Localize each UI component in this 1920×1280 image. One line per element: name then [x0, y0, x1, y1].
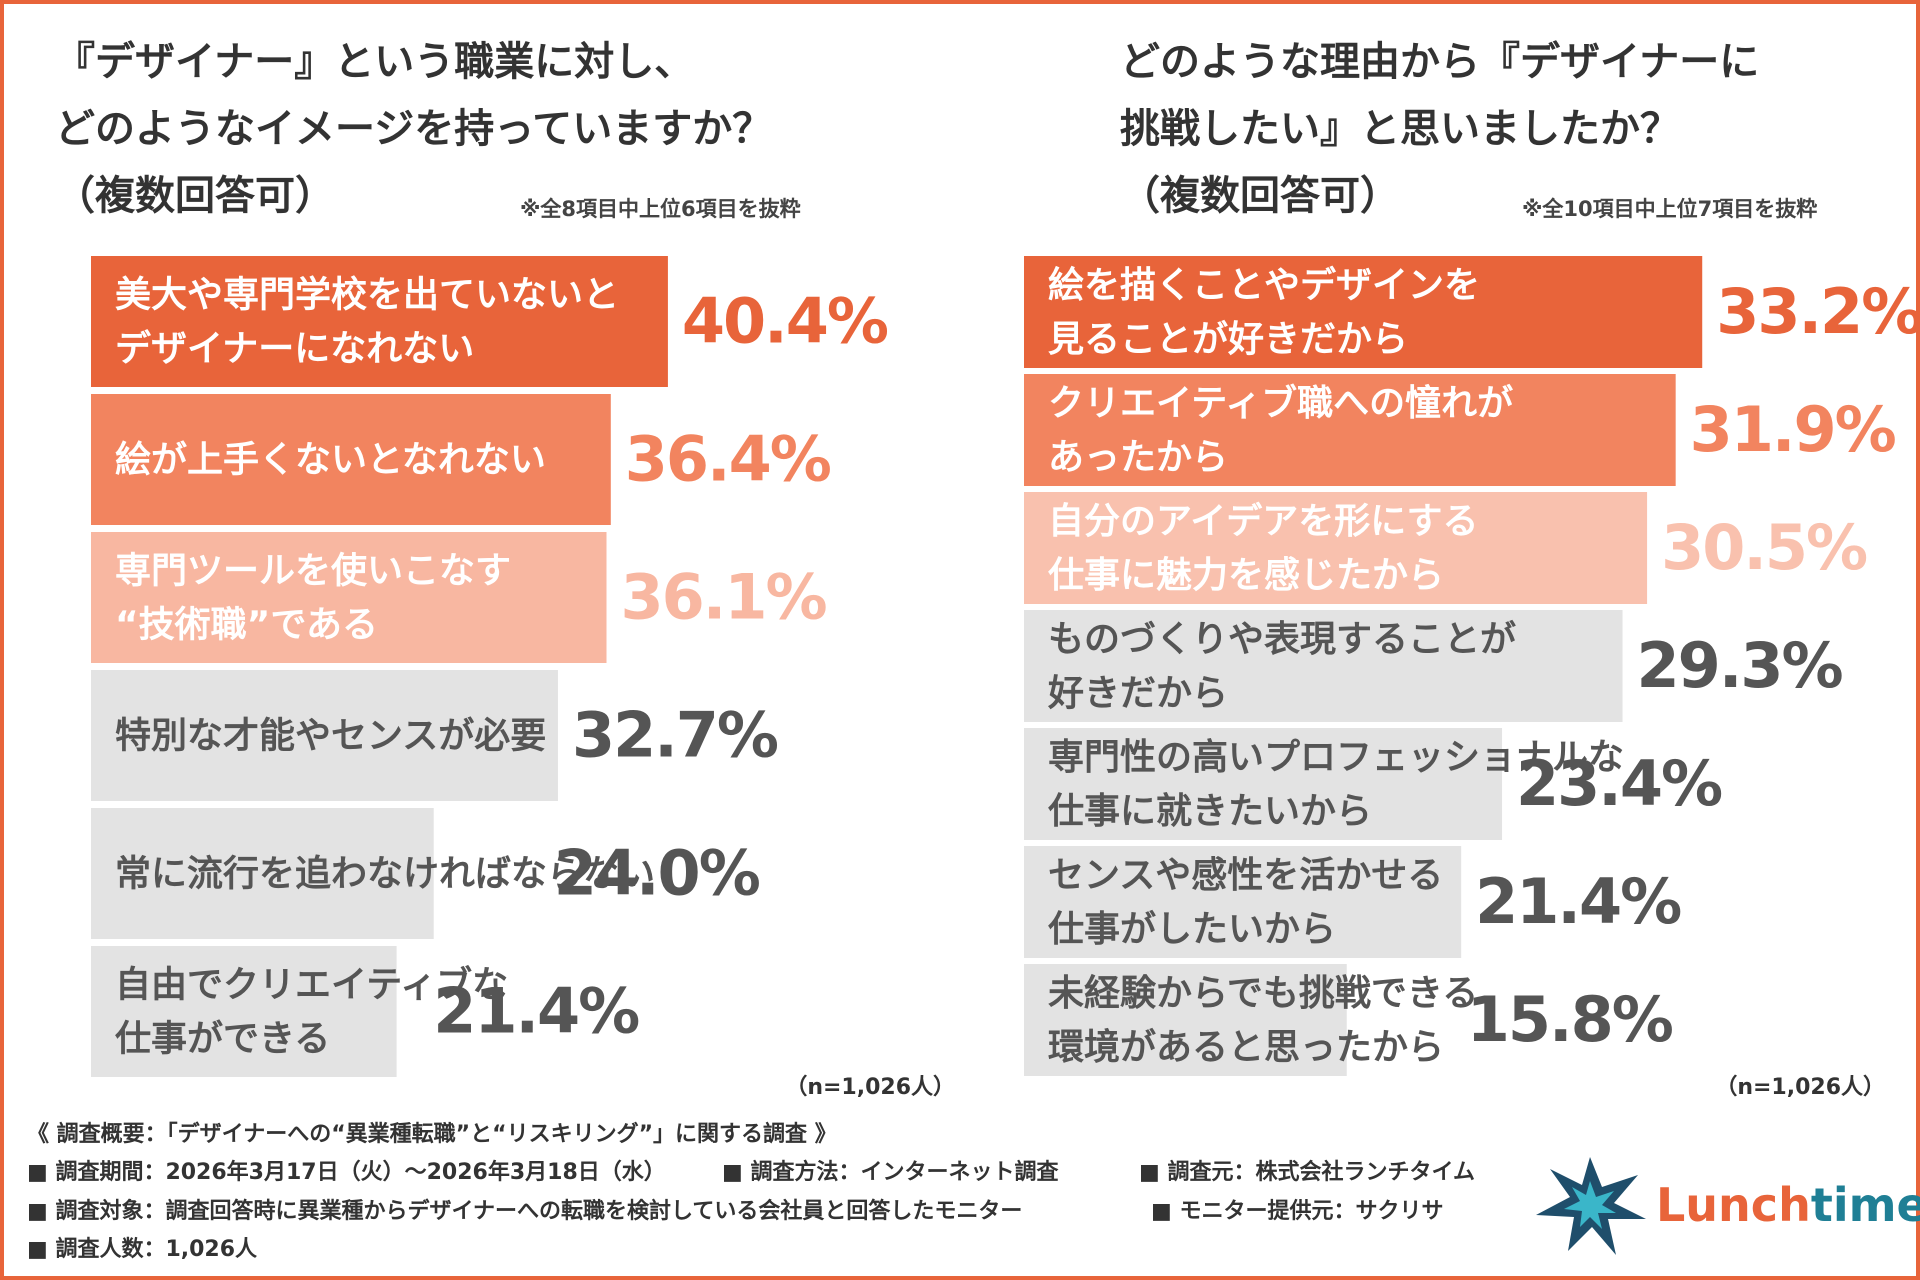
bar [91, 670, 558, 801]
sample-size: （n=1,026人） [785, 1075, 955, 1100]
value-label: 15.8% [1467, 983, 1673, 1056]
category-label: 美大や専門学校を出ていないとデザイナーになれない [115, 274, 619, 370]
category-label: 絵が上手くないとなれない [115, 440, 546, 481]
logo-icon [1536, 1157, 1646, 1255]
value-label: 36.4% [625, 423, 831, 496]
footer-item: ■ 調査方法：インターネット調査 [722, 1159, 1059, 1185]
value-label: 29.3% [1637, 629, 1843, 702]
category-label: 専門性の高いプロフェッショナルな仕事に就きたいから [1048, 737, 1624, 832]
sample-size: （n=1,026人） [1715, 1075, 1885, 1100]
bar [91, 946, 397, 1077]
value-label: 21.4% [1475, 865, 1681, 938]
bar [91, 532, 607, 663]
chart-note: ※全10項目中上位7項目を抜粋 [1522, 197, 1817, 221]
value-label: 31.9% [1690, 393, 1896, 466]
bar [1024, 964, 1347, 1076]
value-label: 23.4% [1516, 747, 1722, 820]
chart-title: 『デザイナー』という職業に対し、どのようなイメージを持っていますか？（複数回答可… [55, 39, 772, 219]
category-label: 常に流行を追わなければならない [115, 854, 655, 895]
bar [1024, 256, 1703, 368]
category-label: 自由でクリエイティブな仕事ができる [115, 964, 508, 1060]
footer-item: ■ 調査元：株式会社ランチタイム [1139, 1159, 1475, 1185]
category-label: クリエイティブ職への憧れがあったから [1048, 382, 1513, 478]
value-label: 40.4% [682, 285, 888, 358]
category-label: 特別な才能やセンスが必要 [115, 716, 546, 757]
category-label: センスや感性を活かせる仕事がしたいから [1048, 855, 1443, 950]
chart-title: どのような理由から『デザイナーに挑戦したい』と思いましたか？（複数回答可） [1120, 39, 1759, 219]
value-label: 30.5% [1661, 511, 1867, 584]
category-label: 自分のアイデアを形にする仕事に魅力を感じたから [1048, 500, 1479, 596]
value-label: 36.1% [621, 561, 827, 634]
value-label: 32.7% [572, 699, 778, 772]
chart-note: ※全8項目中上位6項目を抜粋 [520, 197, 801, 221]
logo: Lunchtime [1656, 1178, 1920, 1232]
bar [91, 394, 611, 525]
value-label: 24.0% [554, 837, 760, 910]
footer-item: ■ 調査人数：1,026人 [27, 1236, 257, 1262]
category-label: 絵を描くことやデザインを見ることが好きだから [1048, 264, 1480, 360]
category-label: 未経験からでも挑戦できる環境があると思ったから [1048, 973, 1478, 1068]
bar [1024, 492, 1648, 604]
category-label: ものづくりや表現することが好きだから [1047, 619, 1516, 714]
bar [1024, 728, 1503, 840]
bar [1024, 374, 1676, 486]
bar [1024, 846, 1462, 958]
value-label: 21.4% [433, 975, 639, 1048]
category-label: 専門ツールを使いこなす“技術職”である [115, 551, 511, 646]
footer-item: ■ 調査期間：2026年3月17日（火）～2026年3月18日（水） [27, 1159, 666, 1185]
bar [1024, 610, 1623, 722]
footer-item: ■ モニター提供元：サクリサ [1151, 1198, 1443, 1224]
bar [91, 256, 668, 387]
logo-part: time [1811, 1178, 1920, 1232]
footer-item: ■ 調査対象：調査回答時に異業種からデザイナーへの転職を検討している会社員と回答… [27, 1198, 1022, 1224]
footer-heading: 《 調査概要：「デザイナーへの“異業種転職”と“リスキリング”」に関する調査 》 [27, 1121, 837, 1147]
bar [91, 808, 434, 939]
logo-part: Lunch [1656, 1178, 1811, 1232]
value-label: 33.2% [1716, 275, 1920, 348]
